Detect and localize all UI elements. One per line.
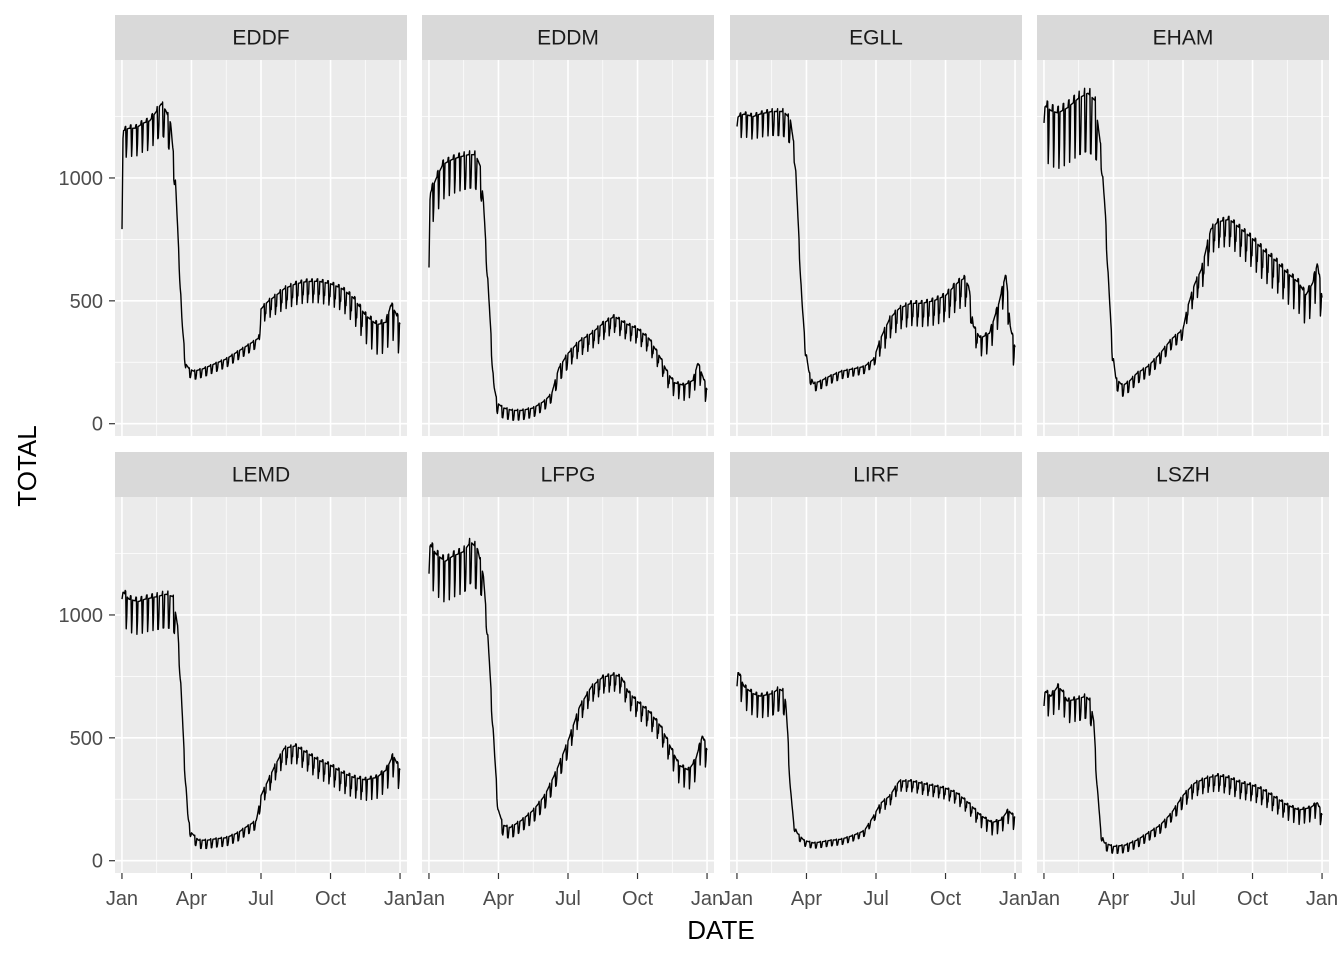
facet-strip-label: LIRF [853, 464, 899, 487]
facet-strip-label: EDDF [232, 27, 289, 50]
facet-eddf: EDDF [115, 15, 407, 436]
facet-strip [1037, 452, 1329, 497]
series-line-eham [1043, 87, 1323, 397]
series-line-lemd [121, 589, 401, 850]
series-line-lfpg [428, 537, 708, 839]
facet-strip-label: LEMD [232, 464, 290, 487]
facet-lszh: LSZH [1037, 452, 1329, 873]
y-tick-label: 1000 [59, 168, 104, 190]
x-tick-label: Oct [315, 888, 347, 910]
facet-strip-label: LSZH [1156, 464, 1210, 487]
facet-strip-label: LFPG [541, 464, 596, 487]
facet-strip [422, 452, 714, 497]
series-line-lszh [1043, 683, 1323, 854]
y-axis: 0 500 1000 0 500 1000 [59, 168, 115, 873]
x-tick-label: Jul [248, 888, 274, 910]
facet-strip [1037, 15, 1329, 60]
y-axis-title: TOTAL [12, 425, 42, 506]
x-tick-label: Apr [483, 888, 514, 910]
x-tick-label: Jul [555, 888, 581, 910]
facet-lemd: LEMD [115, 452, 407, 873]
facet-eddm: EDDM [422, 15, 714, 436]
series-line-eddm [428, 150, 708, 421]
x-tick-label: Jan [106, 888, 138, 910]
x-tick-label: Jul [1170, 888, 1196, 910]
facet-strip-label: EGLL [849, 27, 903, 50]
x-tick-label: Oct [930, 888, 962, 910]
x-tick-label: Apr [1098, 888, 1129, 910]
y-tick-label: 1000 [59, 605, 104, 627]
y-tick-label: 500 [70, 728, 103, 750]
x-tick-label: Oct [1237, 888, 1269, 910]
y-tick-label: 500 [70, 291, 103, 313]
series-line-eddf [121, 101, 401, 380]
x-tick-label: Jan [691, 888, 723, 910]
facet-strip [115, 15, 407, 60]
facet-lfpg: LFPG [422, 452, 714, 873]
facet-strip [730, 15, 1022, 60]
x-tick-label: Oct [622, 888, 654, 910]
x-tick-label: Jan [1306, 888, 1338, 910]
x-tick-label: Jan [384, 888, 416, 910]
y-tick-label: 0 [92, 414, 103, 436]
series-line-lirf [736, 672, 1016, 849]
facet-egll: EGLL [730, 15, 1022, 436]
facet-lirf: LIRF [730, 452, 1022, 873]
x-tick-label: Jan [413, 888, 445, 910]
series-line-egll [736, 107, 1016, 392]
facet-strip [422, 15, 714, 60]
x-tick-label: Jan [999, 888, 1031, 910]
x-tick-label: Apr [791, 888, 822, 910]
x-tick-label: Jul [863, 888, 889, 910]
y-tick-label: 0 [92, 851, 103, 873]
facet-strip-label: EDDM [537, 27, 599, 50]
facet-strip [115, 452, 407, 497]
facet-strip [730, 452, 1022, 497]
facet-strip-label: EHAM [1153, 27, 1214, 50]
x-axis-title: DATE [687, 915, 754, 945]
x-tick-label: Jan [721, 888, 753, 910]
facet-panels: EDDF EDDM EGLL EHAM LEMD LFPG LIRF LSZH [115, 15, 1329, 873]
x-tick-label: Apr [176, 888, 207, 910]
x-tick-label: Jan [1028, 888, 1060, 910]
facet-eham: EHAM [1037, 15, 1329, 436]
